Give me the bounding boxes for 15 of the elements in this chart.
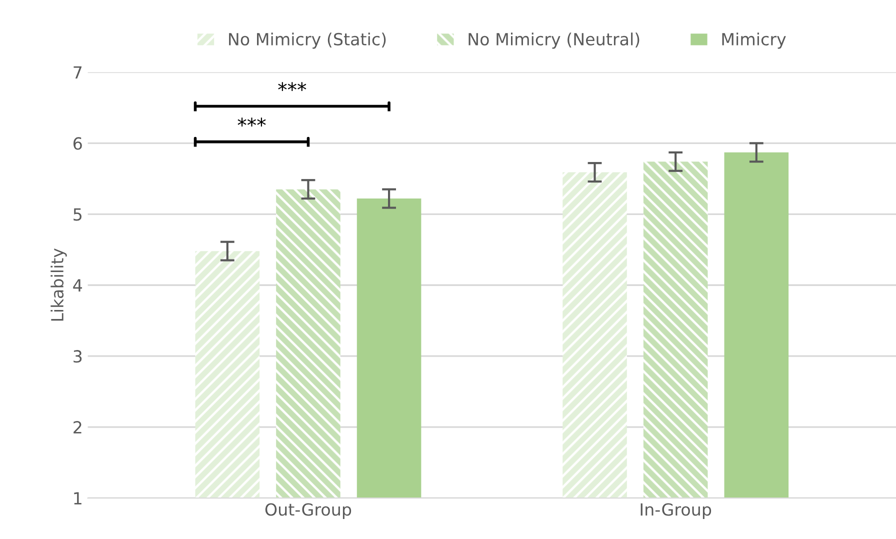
annotation: *** — [278, 82, 306, 92]
y-tick-label: 6 — [74, 137, 82, 150]
annotation: *** — [238, 118, 266, 126]
y-tick-label: 3 — [74, 350, 82, 363]
y-axis-title: Likability — [50, 248, 67, 321]
legend-label: No Mimicry (Static) — [229, 32, 386, 49]
x-tick-label: In-Group — [640, 503, 712, 520]
legend-label: Mimicry — [722, 32, 786, 49]
y-tick-label: 4 — [73, 279, 82, 292]
legend-label: No Mimicry (Neutral) — [468, 32, 640, 49]
y-tick-label: 5 — [74, 208, 82, 221]
y-tick-label: 1 — [74, 492, 82, 504]
y-tick-label: 2 — [74, 421, 82, 434]
y-tick-label: 7 — [74, 66, 82, 79]
x-tick-label: Out-Group — [265, 503, 352, 520]
